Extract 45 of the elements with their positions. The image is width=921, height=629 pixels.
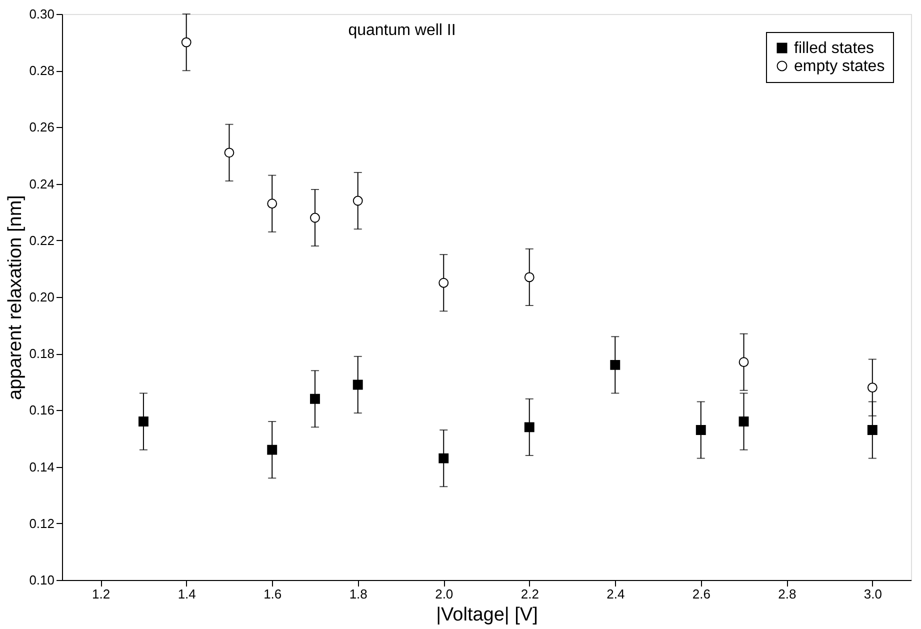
y-tick-label: 0.20 [29,290,54,304]
point [696,425,706,435]
y-tick-label: 0.10 [29,572,54,588]
y-tick-label: 0.14 [29,459,54,474]
point [267,198,278,209]
legend-label: empty states [794,58,885,75]
point [867,382,878,393]
point [867,425,878,435]
y-tick-label: 0.24 [29,176,54,192]
point [438,453,449,464]
point [438,278,449,288]
x-tick-label: 2.6 [692,586,710,602]
y-tick-label: 0.18 [29,346,54,362]
y-tick-label: 0.30 [29,6,54,22]
point [181,37,192,48]
legend-label: filled states [794,40,874,57]
x-axis-title: |Voltage| [V] [436,604,538,626]
point [352,380,363,390]
x-tick-label: 2.2 [520,586,539,602]
y-tick-label: 0.26 [29,120,54,135]
point [224,148,234,158]
x-tick-label: 1.8 [349,586,368,602]
point [267,444,278,455]
x-tick-label: 1.2 [92,586,110,602]
point [310,212,320,223]
y-tick-label: 0.28 [29,63,54,78]
point [738,357,749,368]
y-axis-title: apparent relaxation [nm] [5,195,26,400]
point [352,196,363,206]
x-tick-label: 2.0 [435,586,454,602]
point [524,422,534,432]
y-tick-label: 0.12 [29,516,54,531]
point [138,416,148,426]
x-tick-label: 3.0 [864,586,882,602]
y-tick-label: 0.22 [29,232,54,248]
x-tick-label: 2.8 [778,586,796,602]
point [610,360,620,370]
point [310,394,320,404]
x-tick-label: 1.4 [178,586,196,602]
annotation: quantum well II [348,22,456,39]
point [524,272,534,282]
y-tick-label: 0.16 [29,402,54,418]
point [738,416,749,426]
x-tick-label: 1.6 [264,586,282,602]
x-tick-label: 2.4 [606,586,625,602]
